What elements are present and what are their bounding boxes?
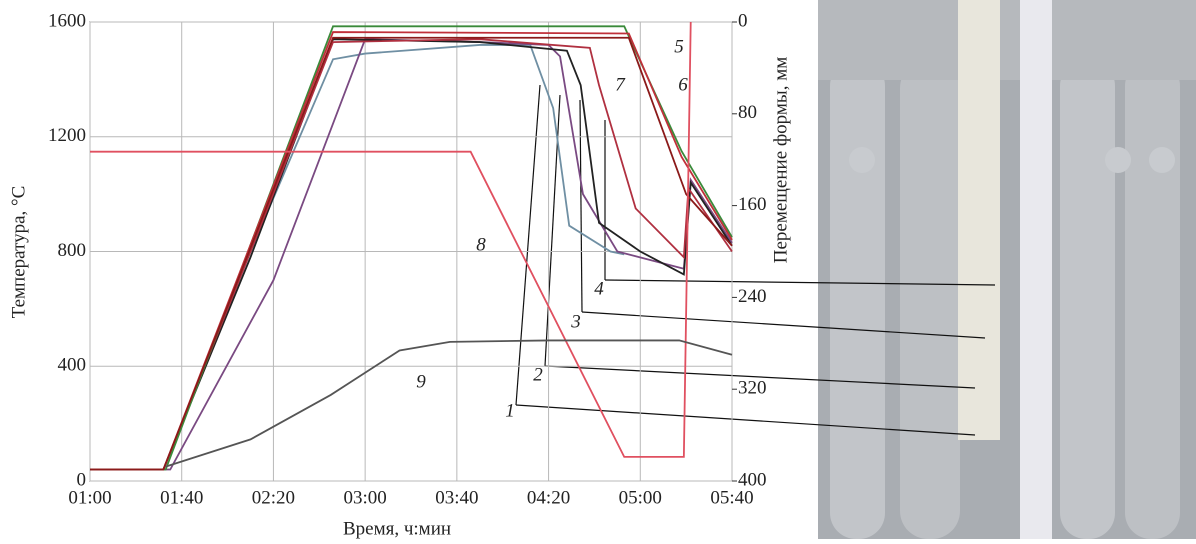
series-label: 1 — [505, 400, 515, 421]
y2-tick-label: 160 — [738, 194, 767, 215]
bump — [849, 147, 875, 173]
x-tick-label: 04:20 — [527, 487, 570, 508]
x-tick-label: 02:20 — [252, 487, 295, 508]
y2-tick-label: 320 — [738, 378, 767, 399]
series-line — [90, 38, 733, 471]
series-label: 3 — [570, 311, 581, 332]
y-tick-label: 0 — [77, 469, 87, 490]
y-tick-label: 400 — [58, 355, 87, 376]
x-tick-label: 05:40 — [710, 487, 753, 508]
series-line — [90, 38, 733, 471]
series-line — [90, 31, 733, 471]
rod — [1060, 60, 1115, 539]
series-line — [90, 36, 733, 471]
bump — [1105, 147, 1131, 173]
y-tick-label: 1600 — [48, 10, 86, 31]
photo — [818, 0, 1196, 539]
series-label: 6 — [678, 74, 688, 95]
y2-tick-label: 400 — [738, 469, 767, 490]
series-line — [90, 44, 625, 471]
y2-axis-label: Перемещение формы, мм — [770, 57, 791, 264]
series-label: 4 — [594, 278, 604, 299]
series-line — [90, 38, 733, 471]
x-tick-label: 03:40 — [435, 487, 478, 508]
y2-tick-label: 0 — [738, 10, 748, 31]
leader — [544, 365, 976, 389]
series-label: 8 — [476, 234, 486, 255]
y2-tick-label: 240 — [738, 286, 767, 307]
series-label: 5 — [674, 36, 684, 57]
ruler — [1020, 0, 1052, 539]
tubes — [958, 0, 1000, 440]
leader — [579, 99, 583, 313]
leader — [604, 279, 996, 286]
rod — [830, 60, 885, 539]
series-label: 2 — [533, 364, 543, 385]
leader — [581, 311, 986, 339]
series-line — [90, 21, 692, 458]
bump — [1149, 147, 1175, 173]
rod — [900, 60, 960, 539]
x-tick-label: 01:00 — [68, 487, 111, 508]
series-label: 7 — [615, 74, 626, 95]
x-axis-label: Время, ч:мин — [343, 518, 451, 539]
x-tick-label: 03:00 — [344, 487, 387, 508]
leader — [515, 84, 541, 406]
leader — [515, 404, 976, 436]
x-tick-label: 05:00 — [619, 487, 662, 508]
series-line — [165, 339, 733, 468]
y-axis-label: Температура, °C — [8, 186, 29, 319]
x-tick-label: 01:40 — [160, 487, 203, 508]
y-tick-label: 800 — [58, 240, 87, 261]
series-label: 9 — [416, 371, 426, 392]
photo-top — [818, 0, 1196, 80]
y2-tick-label: 80 — [738, 102, 757, 123]
leaders — [515, 84, 996, 436]
y-tick-label: 1200 — [48, 125, 86, 146]
rod — [1125, 60, 1180, 539]
